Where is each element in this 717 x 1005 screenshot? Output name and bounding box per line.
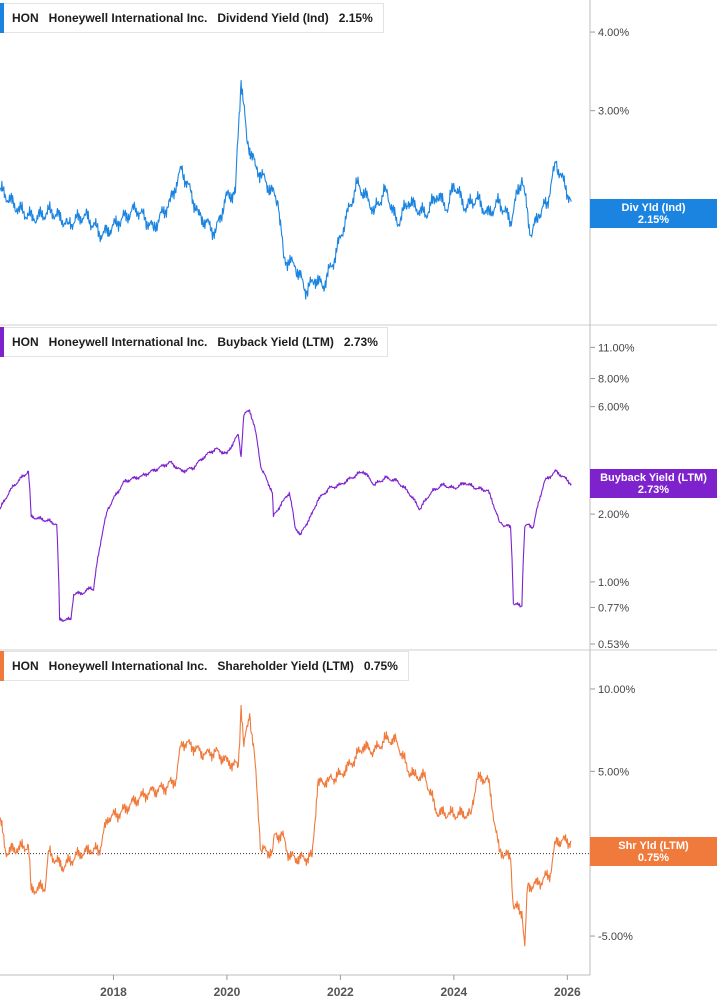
y-tick-label: 1.00% (598, 577, 629, 589)
y-tick-label: 6.00% (598, 402, 629, 414)
legend-color-swatch (0, 327, 4, 357)
legend-ticker: HON (12, 659, 39, 673)
legend-company: Honeywell International Inc. (48, 659, 208, 673)
x-tick-label: 2022 (327, 985, 354, 999)
legend-color-swatch (0, 651, 4, 681)
y-tick-label: -5.00% (598, 931, 633, 943)
tag-label: Div Yld (Ind) (621, 201, 686, 214)
legend-value: 2.15% (338, 11, 373, 25)
x-tick-label: 2024 (440, 985, 467, 999)
legend-buyback-yield: HON Honeywell International Inc. Buyback… (0, 327, 388, 357)
y-tick-label: 0.77% (598, 602, 629, 614)
legend-shareholder-yield: HON Honeywell International Inc. Shareho… (0, 651, 409, 681)
y-tick-label: 0.53% (598, 639, 629, 651)
x-tick-label: 2018 (100, 985, 127, 999)
x-tick-label: 2026 (554, 985, 581, 999)
tag-value: 2.15% (637, 213, 670, 226)
legend-metric: Shareholder Yield (LTM) (217, 659, 354, 673)
legend-dividend-yield: HON Honeywell International Inc. Dividen… (0, 3, 384, 33)
tag-label: Buyback Yield (LTM) (600, 471, 707, 484)
y-tick-label: 11.00% (598, 342, 635, 354)
y-tick-label: 8.00% (598, 373, 629, 385)
y-tick-label: 5.00% (598, 766, 629, 778)
tag-label: Shr Yld (LTM) (618, 839, 689, 852)
series-line (0, 79, 572, 300)
tag-dividend-yield: Div Yld (Ind) 2.15% (590, 199, 717, 228)
x-tick-label: 2020 (214, 985, 241, 999)
legend-ticker: HON (12, 335, 39, 349)
tag-value: 0.75% (637, 851, 670, 864)
y-tick-label: 10.00% (598, 684, 636, 696)
legend-value: 0.75% (363, 659, 398, 673)
y-tick-label: 3.00% (598, 106, 629, 118)
legend-company: Honeywell International Inc. (48, 335, 208, 349)
tag-shareholder-yield: Shr Yld (LTM) 0.75% (590, 837, 717, 866)
legend-color-swatch (0, 3, 4, 33)
y-tick-label: 2.00% (598, 509, 629, 521)
y-tick-label: 4.00% (598, 27, 629, 39)
legend-metric: Dividend Yield (Ind) (217, 11, 329, 25)
tag-buyback-yield: Buyback Yield (LTM) 2.73% (590, 469, 717, 498)
legend-ticker: HON (12, 11, 39, 25)
series-line (0, 409, 572, 622)
legend-company: Honeywell International Inc. (48, 11, 208, 25)
legend-value: 2.73% (343, 335, 378, 349)
legend-metric: Buyback Yield (LTM) (217, 335, 334, 349)
series-line (0, 704, 572, 947)
tag-value: 2.73% (637, 483, 670, 496)
